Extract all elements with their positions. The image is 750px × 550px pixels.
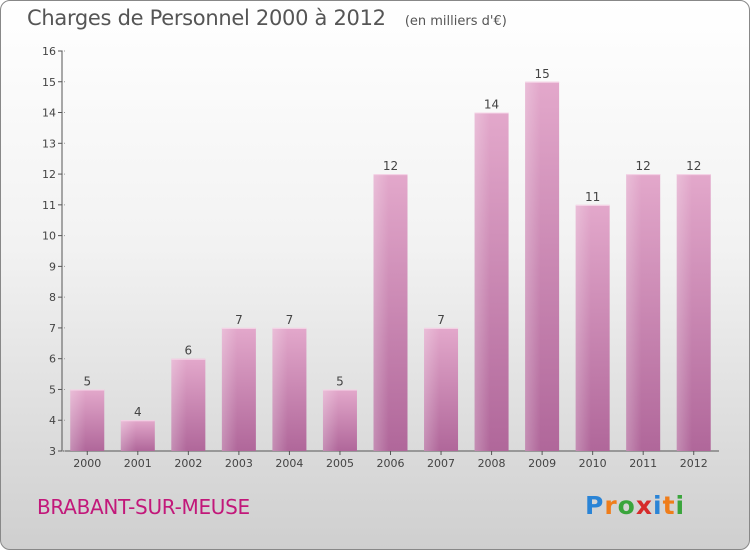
- y-tick-label: 12: [42, 168, 56, 181]
- bar-highlight: [525, 81, 541, 452]
- chart-title: Charges de Personnel 2000 à 2012: [27, 6, 386, 30]
- bar-highlight: [373, 174, 389, 452]
- logo-letter: r: [604, 491, 618, 520]
- y-tick-label: 11: [42, 199, 56, 212]
- x-tick-label: 2005: [326, 457, 354, 470]
- y-tick-label: 6: [49, 353, 56, 366]
- y-tick-label: 8: [49, 291, 56, 304]
- x-tick-label: 2007: [427, 457, 455, 470]
- bar-highlight: [626, 174, 642, 452]
- logo-letter: i: [653, 491, 663, 520]
- bar-value-label: 12: [383, 159, 398, 173]
- bar-value-label: 6: [185, 344, 193, 358]
- y-tick-label: 15: [42, 76, 56, 89]
- axes: 3 4 5 6 7 8 9 10 11 12 13 14 15 16 2000 2001 2002 2003 200…: [42, 45, 719, 470]
- logo-letter: i: [675, 491, 686, 520]
- bar-value-label: 5: [336, 374, 344, 388]
- bar-value-label: 15: [534, 67, 549, 81]
- bar-highlight: [676, 174, 693, 452]
- x-tick-label: 2003: [225, 457, 253, 470]
- y-tick-label: 9: [49, 260, 56, 273]
- x-tick-label: 2011: [629, 457, 657, 470]
- bar-value-label: 12: [686, 159, 701, 173]
- bar-highlight: [171, 358, 187, 451]
- y-tick-label: 7: [49, 322, 56, 335]
- bar-highlight: [474, 112, 490, 452]
- logo-letter: P: [585, 491, 605, 520]
- title-row: Charges de Personnel 2000 à 2012 (en mil…: [27, 6, 507, 30]
- x-tick-label: 2009: [528, 457, 556, 470]
- logo-letter: x: [635, 491, 653, 520]
- bar-highlight: [70, 389, 86, 451]
- logo-letter: o: [617, 491, 636, 520]
- x-tick-label: 2010: [579, 457, 607, 470]
- bar-value-label: 7: [235, 313, 243, 327]
- bar-value-label: 11: [585, 190, 600, 204]
- y-tick-label: 5: [49, 383, 56, 396]
- x-tick-label: 2006: [377, 457, 405, 470]
- bar-value-label: 5: [83, 374, 91, 388]
- place-name: BRABANT-SUR-MEUSE: [37, 495, 250, 519]
- x-tick-label: 2004: [275, 457, 303, 470]
- x-tick-label: 2012: [680, 457, 708, 470]
- y-tick-label: 4: [49, 414, 56, 427]
- proxiti-logo[interactable]: Proxiti: [585, 491, 685, 520]
- x-tick-label: 2002: [174, 457, 202, 470]
- x-tick-label: 2000: [73, 457, 101, 470]
- x-tick-label: 2008: [478, 457, 506, 470]
- y-tick-label: 10: [42, 230, 56, 243]
- bar-value-label: 12: [636, 159, 651, 173]
- bar-highlight: [120, 420, 137, 451]
- bars: 5 4 6 7 7 5 12 7 14 15 11 12 12: [70, 67, 711, 452]
- y-tick-label: 14: [42, 107, 56, 120]
- logo-letter: t: [662, 491, 676, 520]
- bar-value-label: 4: [134, 405, 142, 419]
- y-tick-label: 3: [49, 445, 56, 458]
- bar-highlight: [272, 327, 288, 451]
- y-tick-label: 13: [42, 137, 56, 150]
- bar-highlight: [221, 327, 238, 451]
- bar-highlight: [322, 389, 339, 451]
- bar-value-label: 7: [286, 313, 294, 327]
- y-tick-label: 16: [42, 45, 56, 58]
- bar-value-label: 7: [437, 313, 445, 327]
- bar-value-label: 14: [484, 98, 499, 112]
- bar-highlight: [575, 204, 591, 451]
- bar-highlight: [424, 327, 440, 451]
- x-tick-label: 2001: [124, 457, 152, 470]
- chart-subtitle: (en milliers d'€): [404, 14, 507, 29]
